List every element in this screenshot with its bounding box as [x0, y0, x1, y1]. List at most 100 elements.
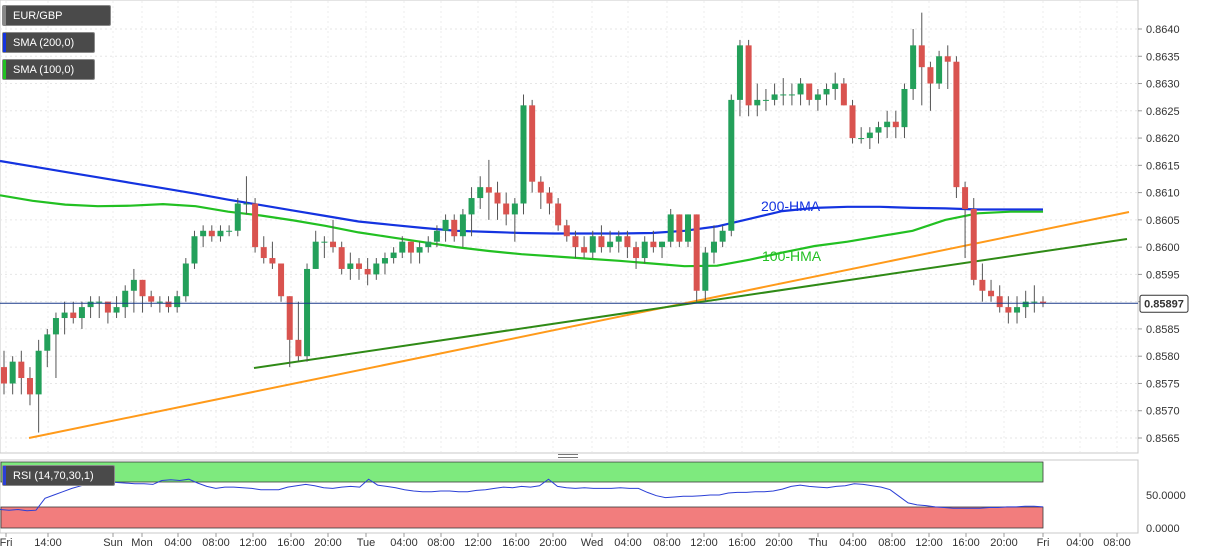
- candle: [494, 181, 501, 220]
- candle: [823, 83, 830, 106]
- legend-rsi[interactable]: RSI (14,70,30,1): [2, 465, 115, 486]
- candle-body: [35, 350, 42, 395]
- candle-body: [840, 83, 847, 106]
- candle: [693, 214, 700, 302]
- candle: [520, 94, 527, 215]
- time-tick-label: 04:00: [1066, 537, 1094, 549]
- candle-body: [918, 45, 925, 68]
- candle: [598, 225, 605, 253]
- candles-group: [1, 12, 1046, 433]
- candle: [156, 296, 163, 313]
- candle-body: [676, 214, 683, 242]
- legend-sma200[interactable]: SMA (200,0): [2, 32, 95, 53]
- candle: [537, 176, 544, 209]
- candle-body: [9, 361, 16, 384]
- candle-body: [156, 301, 163, 303]
- candle: [217, 225, 224, 242]
- candle: [1, 350, 7, 395]
- candle-body: [122, 290, 129, 308]
- price-tick-label: 0.8605: [1146, 215, 1180, 227]
- candle: [260, 236, 267, 264]
- candle: [581, 236, 588, 259]
- candle-body: [485, 187, 492, 193]
- candle-body: [641, 241, 648, 259]
- candle-body: [26, 378, 33, 395]
- candle: [719, 225, 726, 248]
- legend-rsi-swatch: [3, 466, 6, 485]
- candle: [685, 214, 692, 248]
- candle: [407, 241, 414, 264]
- candle: [572, 230, 579, 259]
- candle-body: [87, 301, 94, 308]
- candle-body: [373, 263, 380, 275]
- candle-body: [477, 187, 484, 199]
- candle: [477, 176, 484, 209]
- candle-body: [364, 268, 371, 275]
- candle: [269, 241, 276, 269]
- candle: [788, 83, 795, 106]
- time-tick-label: Mon: [131, 537, 152, 549]
- candle-body: [598, 236, 605, 248]
- candle-body: [589, 236, 596, 253]
- candle-body: [399, 241, 406, 253]
- candle-body: [667, 214, 674, 242]
- candle: [659, 241, 666, 259]
- candle-body: [910, 45, 917, 89]
- candle-body: [139, 279, 146, 297]
- candle: [104, 301, 111, 324]
- hma200-annotation: 200-HMA: [761, 198, 821, 214]
- candle: [52, 312, 59, 379]
- candle-body: [18, 361, 25, 379]
- candle: [208, 225, 215, 242]
- candle: [433, 225, 440, 248]
- candle-body: [624, 236, 631, 248]
- candle-body: [304, 268, 311, 357]
- candle-body: [511, 203, 518, 215]
- candle-body: [217, 230, 224, 237]
- candle-body: [1014, 307, 1021, 313]
- candle: [650, 230, 657, 253]
- candle: [364, 258, 371, 286]
- rsi-axis[interactable]: 50.0000 0.0000: [1146, 490, 1186, 535]
- candle: [182, 258, 189, 302]
- candle: [970, 198, 977, 286]
- candle: [840, 78, 847, 106]
- candle-body: [719, 230, 726, 242]
- candle-body: [780, 94, 787, 96]
- candle-body: [338, 247, 345, 269]
- legend-symbol[interactable]: EUR/GBP: [2, 5, 111, 26]
- candle-body: [503, 203, 510, 215]
- candle: [243, 176, 250, 215]
- panel-splitter-handle[interactable]: [558, 454, 578, 458]
- support-line-orange: [28, 211, 1130, 439]
- candle: [641, 236, 648, 264]
- candle: [901, 83, 908, 139]
- time-axis[interactable]: Fri 14:00 Sun Mon 04:00 08:00 12:00 16:00 20:00 T…: [0, 533, 1131, 549]
- candle: [278, 263, 285, 302]
- candle: [884, 110, 891, 139]
- candle-body: [278, 263, 285, 297]
- candle-body: [771, 94, 778, 100]
- candle-body: [260, 247, 267, 259]
- time-tick-label: 12:00: [464, 537, 492, 549]
- candle-body: [459, 214, 466, 237]
- candle: [373, 258, 380, 280]
- candle: [563, 219, 570, 242]
- candle-body: [814, 94, 821, 100]
- candle-body: [702, 252, 709, 291]
- candle-body: [849, 105, 856, 139]
- price-axis[interactable]: 0.8640 0.8635 0.8630 0.8625 0.8620 0.8615 0.86…: [1138, 24, 1180, 445]
- rsi-tick-label: 50.0000: [1146, 490, 1186, 502]
- price-tick-label: 0.8600: [1146, 242, 1180, 254]
- candle-body: [875, 127, 882, 133]
- candle-body: [615, 236, 622, 242]
- legend-sma200-swatch: [3, 33, 6, 52]
- legend-sma100[interactable]: SMA (100,0): [2, 59, 95, 80]
- candle-body: [572, 236, 579, 248]
- candle-body: [104, 301, 111, 313]
- candle: [503, 192, 510, 226]
- candle: [910, 29, 917, 100]
- price-tick-label: 0.8610: [1146, 188, 1180, 200]
- candle-body: [174, 296, 181, 308]
- legend-symbol-label: EUR/GBP: [13, 9, 63, 22]
